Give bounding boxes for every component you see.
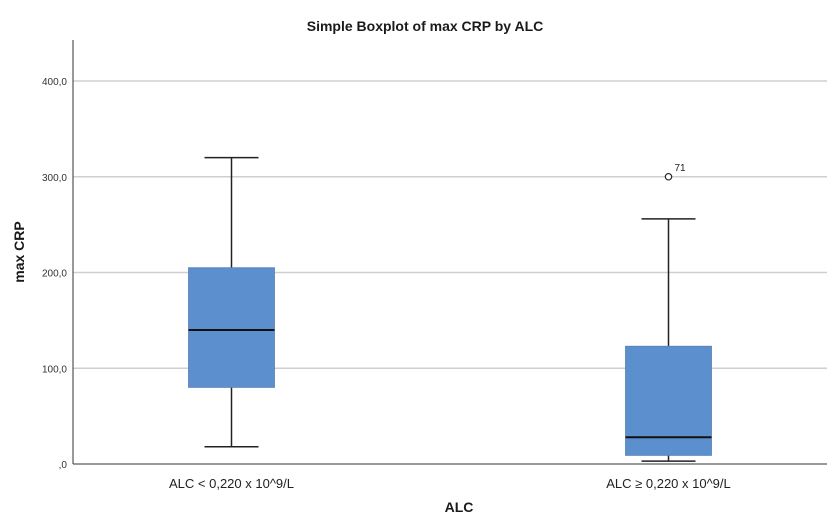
x-axis-title: ALC bbox=[445, 499, 474, 515]
y-tick-labels: ,0 100,0 200,0 300,0 400,0 bbox=[42, 77, 67, 471]
gridlines bbox=[73, 80, 827, 369]
outlier-label: 71 bbox=[675, 163, 687, 174]
x-tick-label: ALC ≥ 0,220 x 10^9/L bbox=[606, 476, 731, 491]
x-tick-label: ALC < 0,220 x 10^9/L bbox=[169, 476, 294, 491]
y-tick-label: 100,0 bbox=[42, 364, 67, 375]
chart-title: Simple Boxplot of max CRP by ALC bbox=[307, 18, 543, 34]
iqr-box bbox=[188, 267, 275, 388]
box-group bbox=[188, 156, 275, 448]
y-axis-title: max CRP bbox=[11, 221, 27, 282]
outlier-point bbox=[664, 172, 673, 181]
y-tick-label: 300,0 bbox=[42, 173, 67, 184]
x-tick-labels: ALC < 0,220 x 10^9/L ALC ≥ 0,220 x 10^9/L bbox=[169, 476, 731, 491]
box-group: 71 bbox=[625, 163, 712, 462]
boxes: 71 bbox=[188, 156, 712, 462]
y-tick-label: 400,0 bbox=[42, 77, 67, 88]
iqr-box bbox=[625, 345, 712, 456]
y-tick-label: ,0 bbox=[59, 460, 68, 471]
y-tick-label: 200,0 bbox=[42, 269, 67, 280]
